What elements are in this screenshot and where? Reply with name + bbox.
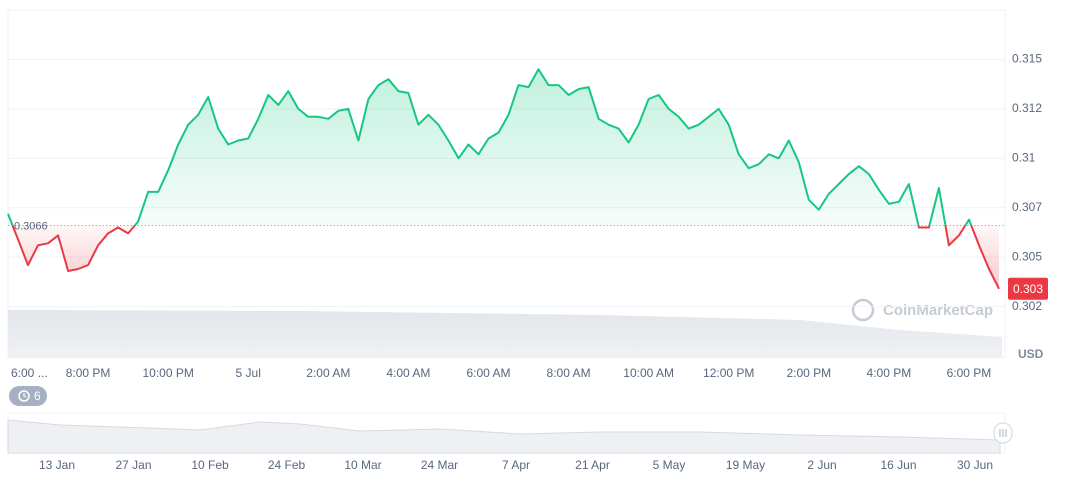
navigator-label: 5 May — [653, 458, 686, 472]
price-tag — [1008, 277, 1048, 300]
navigator-label: 27 Jan — [115, 458, 151, 472]
navigator-label: 2 Jun — [807, 458, 836, 472]
y-tick-label: 0.312 — [1012, 101, 1042, 115]
navigator-label: 24 Feb — [268, 458, 306, 472]
navigator-label: 30 Jun — [957, 458, 993, 472]
navigator-label: 24 Mar — [421, 458, 458, 472]
navigator-label: 21 Apr — [575, 458, 610, 472]
watermark-text: CoinMarketCap — [883, 302, 993, 319]
x-tick-label: 6:00 PM — [947, 366, 992, 380]
watermark: CoinMarketCap — [851, 298, 993, 322]
navigator-label: 10 Feb — [191, 458, 229, 472]
y-unit: USD — [1018, 347, 1044, 361]
x-tick-label: 6:00 AM — [466, 366, 510, 380]
navigator-label: 7 Apr — [502, 458, 530, 472]
events-badge[interactable]: 6 — [9, 386, 47, 406]
events-count: 6 — [34, 389, 41, 403]
y-tick-label: 0.302 — [1012, 299, 1042, 313]
x-tick-label: 4:00 AM — [386, 366, 430, 380]
volume-bars — [8, 310, 1002, 358]
baseline-label: 0.3066 — [14, 220, 48, 232]
price-line — [7, 68, 1000, 290]
x-tick-label: 6:00 ... — [11, 366, 48, 380]
x-tick-label: 8:00 AM — [547, 366, 591, 380]
navigator[interactable] — [7, 412, 1013, 454]
navigator-label: 13 Jan — [39, 458, 75, 472]
x-tick-label: 2:00 AM — [306, 366, 350, 380]
navigator-label: 19 May — [726, 458, 765, 472]
navigator-label: 10 Mar — [344, 458, 381, 472]
x-tick-label: 4:00 PM — [867, 366, 912, 380]
x-tick-label: 10:00 AM — [623, 366, 674, 380]
price-area — [8, 69, 999, 289]
y-tick-label: 0.31 — [1012, 150, 1036, 164]
price-tag-label: 0.303 — [1013, 282, 1043, 296]
x-tick-label: 8:00 PM — [66, 366, 111, 380]
x-tick-label: 12:00 PM — [703, 366, 754, 380]
navigator-label: 16 Jun — [880, 458, 916, 472]
y-tick-label: 0.315 — [1012, 52, 1042, 66]
y-tick-label: 0.307 — [1012, 200, 1042, 214]
y-tick-label: 0.305 — [1012, 249, 1042, 263]
x-tick-label: 5 Jul — [236, 366, 261, 380]
x-tick-label: 2:00 PM — [786, 366, 831, 380]
x-tick-label: 10:00 PM — [142, 366, 193, 380]
